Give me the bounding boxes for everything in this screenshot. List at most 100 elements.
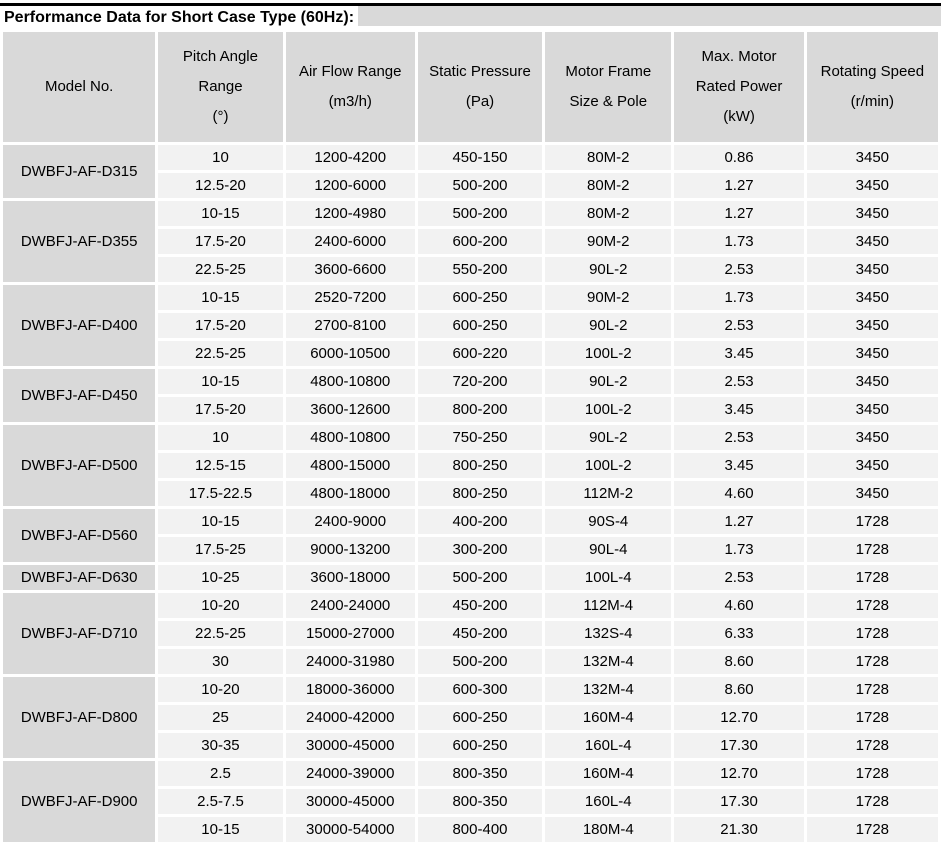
data-cell: 3450 bbox=[806, 453, 938, 478]
data-cell: 1.27 bbox=[674, 173, 804, 198]
data-cell: 12.5-15 bbox=[158, 453, 283, 478]
title-gray-bar bbox=[358, 6, 941, 26]
data-cell: 132M-4 bbox=[545, 649, 672, 674]
data-cell: 132S-4 bbox=[545, 621, 672, 646]
data-cell: 80M-2 bbox=[545, 173, 672, 198]
data-cell: 10-15 bbox=[158, 201, 283, 226]
data-cell: 4800-10800 bbox=[285, 425, 415, 450]
data-cell: 6.33 bbox=[674, 621, 804, 646]
column-header-line: Motor Frame bbox=[565, 63, 652, 80]
data-cell: 17.30 bbox=[674, 789, 804, 814]
data-cell: 750-250 bbox=[417, 425, 543, 450]
data-cell: 4.60 bbox=[674, 481, 804, 506]
column-header-line: (°) bbox=[212, 108, 229, 125]
data-cell: 90L-4 bbox=[545, 537, 672, 562]
data-cell: 300-200 bbox=[417, 537, 543, 562]
model-cell: DWBFJ-AF-D800 bbox=[3, 677, 156, 758]
data-cell: 1.73 bbox=[674, 285, 804, 310]
table-row: 12.5-15 4800-15000 800-250 100L-2 3.45 3450 bbox=[3, 453, 938, 478]
column-header-line: Air Flow Range bbox=[298, 63, 402, 80]
data-cell: 30000-54000 bbox=[285, 817, 415, 842]
model-cell: DWBFJ-AF-D400 bbox=[3, 285, 156, 366]
data-cell: 1728 bbox=[806, 509, 938, 534]
data-cell: 2.5 bbox=[158, 761, 283, 786]
table-row: DWBFJ-AF-D400 10-15 2520-7200 600-250 90M-2 1… bbox=[3, 285, 938, 366]
column-header: Static Pressure (Pa) bbox=[417, 32, 543, 142]
data-cell: 3600-12600 bbox=[285, 397, 415, 422]
data-cell: 4800-15000 bbox=[285, 453, 415, 478]
data-cell: 2.53 bbox=[674, 257, 804, 282]
column-header-line: Range bbox=[198, 78, 243, 95]
data-cell: 3450 bbox=[806, 481, 938, 506]
data-cell: 160L-4 bbox=[545, 789, 672, 814]
data-cell: 180M-4 bbox=[545, 817, 672, 842]
column-header: Pitch Angle Range (°) bbox=[158, 32, 283, 142]
data-cell: 1.27 bbox=[674, 201, 804, 226]
table-row: 17.5-22.5 4800-18000 800-250 112M-2 4.60 3450 bbox=[3, 481, 938, 506]
data-cell: 2400-6000 bbox=[285, 229, 415, 254]
data-cell: 450-200 bbox=[417, 621, 543, 646]
data-cell: 4800-10800 bbox=[285, 369, 415, 394]
data-cell: 100L-4 bbox=[545, 565, 672, 590]
table-row: 12.5-20 1200-6000 500-200 80M-2 1.27 3450 bbox=[3, 173, 938, 198]
data-cell: 6000-10500 bbox=[285, 341, 415, 366]
data-cell: 24000-42000 bbox=[285, 705, 415, 730]
data-cell: 800-250 bbox=[417, 453, 543, 478]
data-cell: 17.5-20 bbox=[158, 397, 283, 422]
table-row: 25 24000-42000 600-250 160M-4 12.70 1728 bbox=[3, 705, 938, 730]
model-cell: DWBFJ-AF-D710 bbox=[3, 593, 156, 674]
table-row: 17.5-25 9000-13200 300-200 90L-4 1.73 1728 bbox=[3, 537, 938, 562]
data-cell: 3.45 bbox=[674, 397, 804, 422]
data-cell: 17.5-20 bbox=[158, 229, 283, 254]
column-header: Max. Motor Rated Power (kW) bbox=[674, 32, 804, 142]
column-header-line: Rated Power bbox=[695, 78, 783, 95]
table-row: 22.5-25 3600-6600 550-200 90L-2 2.53 3450 bbox=[3, 257, 938, 282]
column-header-line: (Pa) bbox=[465, 93, 495, 110]
data-cell: 17.5-20 bbox=[158, 313, 283, 338]
data-cell: 3600-18000 bbox=[285, 565, 415, 590]
table-row: 30-35 30000-45000 600-250 160L-4 17.30 1728 bbox=[3, 733, 938, 758]
data-cell: 4.60 bbox=[674, 593, 804, 618]
data-cell: 600-250 bbox=[417, 733, 543, 758]
data-cell: 1728 bbox=[806, 761, 938, 786]
data-cell: 500-200 bbox=[417, 565, 543, 590]
data-cell: 500-200 bbox=[417, 173, 543, 198]
data-cell: 450-200 bbox=[417, 593, 543, 618]
data-cell: 8.60 bbox=[674, 649, 804, 674]
data-cell: 1728 bbox=[806, 789, 938, 814]
data-cell: 22.5-25 bbox=[158, 341, 283, 366]
data-cell: 17.30 bbox=[674, 733, 804, 758]
data-cell: 112M-2 bbox=[545, 481, 672, 506]
data-cell: 1728 bbox=[806, 677, 938, 702]
data-cell: 0.86 bbox=[674, 145, 804, 170]
table-row: 17.5-20 3600-12600 800-200 100L-2 3.45 3450 bbox=[3, 397, 938, 422]
data-cell: 100L-2 bbox=[545, 453, 672, 478]
data-cell: 800-350 bbox=[417, 789, 543, 814]
data-cell: 80M-2 bbox=[545, 145, 672, 170]
performance-data-table: Model No. Pitch Angle Range (°) Air Flow Ran… bbox=[0, 29, 941, 845]
data-cell: 30000-45000 bbox=[285, 789, 415, 814]
data-cell: 9000-13200 bbox=[285, 537, 415, 562]
data-cell: 1200-6000 bbox=[285, 173, 415, 198]
data-cell: 2.5-7.5 bbox=[158, 789, 283, 814]
data-cell: 1728 bbox=[806, 565, 938, 590]
data-cell: 80M-2 bbox=[545, 201, 672, 226]
model-cell: DWBFJ-AF-D900 bbox=[3, 761, 156, 842]
data-cell: 1728 bbox=[806, 593, 938, 618]
data-cell: 10-20 bbox=[158, 593, 283, 618]
data-cell: 600-300 bbox=[417, 677, 543, 702]
data-cell: 1.27 bbox=[674, 509, 804, 534]
table-row: 10-15 30000-54000 800-400 180M-4 21.30 1728 bbox=[3, 817, 938, 842]
table-row: 2.5-7.5 30000-45000 800-350 160L-4 17.30 1728 bbox=[3, 789, 938, 814]
model-cell: DWBFJ-AF-D630 bbox=[3, 565, 156, 590]
data-cell: 17.5-22.5 bbox=[158, 481, 283, 506]
data-cell: 90M-2 bbox=[545, 229, 672, 254]
data-cell: 800-250 bbox=[417, 481, 543, 506]
data-cell: 1728 bbox=[806, 537, 938, 562]
data-cell: 500-200 bbox=[417, 649, 543, 674]
data-cell: 22.5-25 bbox=[158, 621, 283, 646]
column-header-line: Static Pressure bbox=[429, 63, 531, 80]
data-cell: 4800-18000 bbox=[285, 481, 415, 506]
data-cell: 2.53 bbox=[674, 369, 804, 394]
data-cell: 2.53 bbox=[674, 565, 804, 590]
